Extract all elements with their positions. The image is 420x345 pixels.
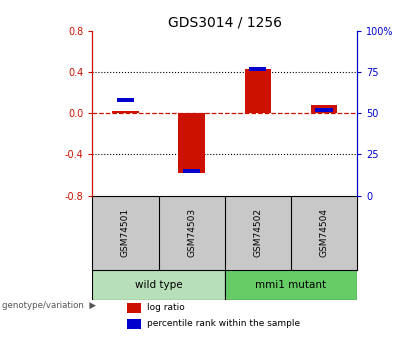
- Bar: [127, 319, 142, 329]
- Bar: [92, 269, 225, 300]
- Bar: [244, 69, 271, 113]
- Text: genotype/variation  ▶: genotype/variation ▶: [2, 301, 96, 310]
- Bar: [127, 303, 142, 313]
- Text: mmi1 mutant: mmi1 mutant: [255, 280, 326, 290]
- Text: GSM74504: GSM74504: [320, 208, 328, 257]
- Bar: [315, 108, 333, 112]
- Text: GSM74501: GSM74501: [121, 208, 130, 257]
- Text: GSM74502: GSM74502: [253, 208, 262, 257]
- Bar: [249, 67, 266, 71]
- Text: GSM74503: GSM74503: [187, 208, 196, 257]
- Text: percentile rank within the sample: percentile rank within the sample: [147, 319, 300, 328]
- Bar: [225, 269, 357, 300]
- Bar: [112, 111, 139, 113]
- Bar: [311, 105, 337, 113]
- Title: GDS3014 / 1256: GDS3014 / 1256: [168, 16, 282, 30]
- Bar: [183, 169, 200, 172]
- Text: wild type: wild type: [135, 280, 182, 290]
- Text: log ratio: log ratio: [147, 303, 184, 312]
- Bar: [117, 98, 134, 102]
- Bar: [178, 113, 205, 173]
